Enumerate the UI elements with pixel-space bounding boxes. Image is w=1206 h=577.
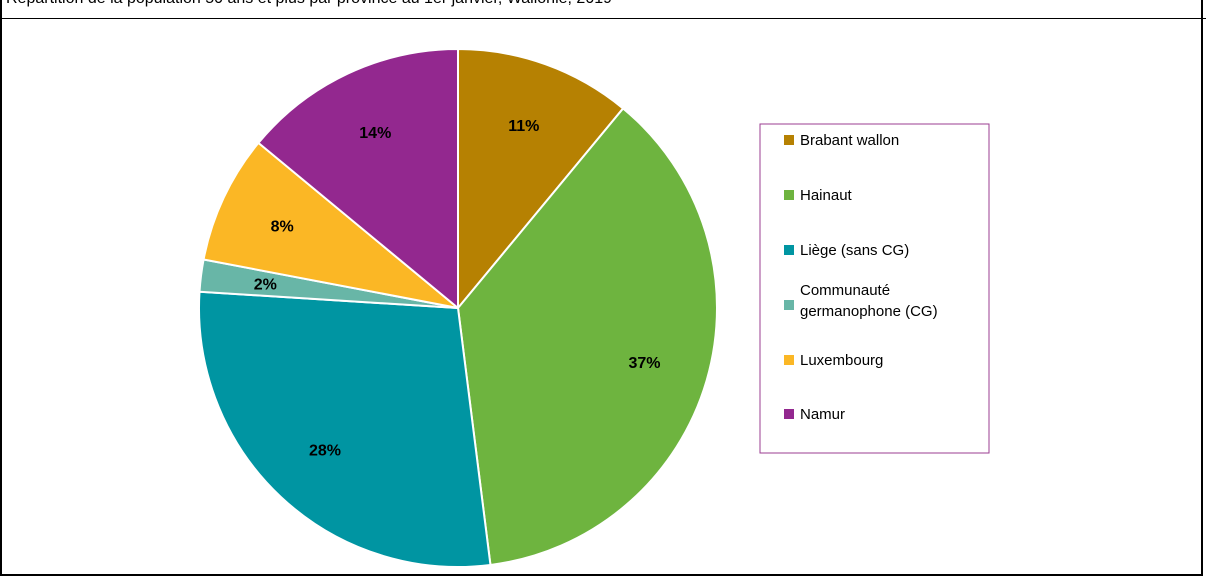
legend-label-communaute-germanophone-cg-line-2: germanophone (CG) — [800, 303, 938, 320]
legend-label-hainaut: Hainaut — [800, 187, 853, 204]
legend-label-liege-sans-cg: Liège (sans CG) — [800, 242, 909, 259]
pie-slice-luxembourg — [202, 141, 459, 309]
data-label-namur: 14% — [359, 125, 391, 142]
pie-slice-hainaut — [456, 107, 718, 567]
title-row: Répartition de la population 50 ans et p… — [0, 0, 1206, 19]
legend-swatch-liege-sans-cg — [784, 245, 794, 255]
chart-title: Répartition de la population 50 ans et p… — [6, 0, 612, 8]
pie-data-labels: 11% 37% 28% 2% 8% 14% — [254, 118, 661, 459]
legend-swatch-namur — [784, 409, 794, 419]
data-label-communaute-germanophone-cg: 2% — [254, 277, 277, 294]
legend-swatch-communaute-germanophone-cg — [784, 300, 794, 310]
legend-label-namur: Namur — [800, 406, 845, 423]
pie-slice-namur — [257, 47, 459, 311]
legend-swatch-luxembourg — [784, 355, 794, 365]
data-label-liege-sans-cg: 28% — [309, 443, 341, 460]
legend-label-brabant-wallon: Brabant wallon — [800, 132, 899, 149]
legend-swatch-brabant-wallon — [784, 135, 794, 145]
legend-label-luxembourg: Luxembourg — [800, 352, 883, 369]
pie-slice-brabant-wallon — [457, 47, 625, 311]
pie-slices — [198, 47, 718, 568]
legend: Brabant wallon Hainaut Liège (sans CG) Comm… — [759, 123, 990, 454]
pie-slice-liege-sans-cg — [198, 290, 492, 568]
legend-box — [759, 123, 990, 454]
data-label-hainaut: 37% — [628, 355, 660, 372]
legend-label-communaute-germanophone-cg-line-1: Communauté — [800, 282, 890, 299]
data-label-luxembourg: 8% — [271, 218, 294, 235]
data-label-brabant-wallon: 11% — [508, 118, 539, 135]
legend-swatch-hainaut — [784, 190, 794, 200]
